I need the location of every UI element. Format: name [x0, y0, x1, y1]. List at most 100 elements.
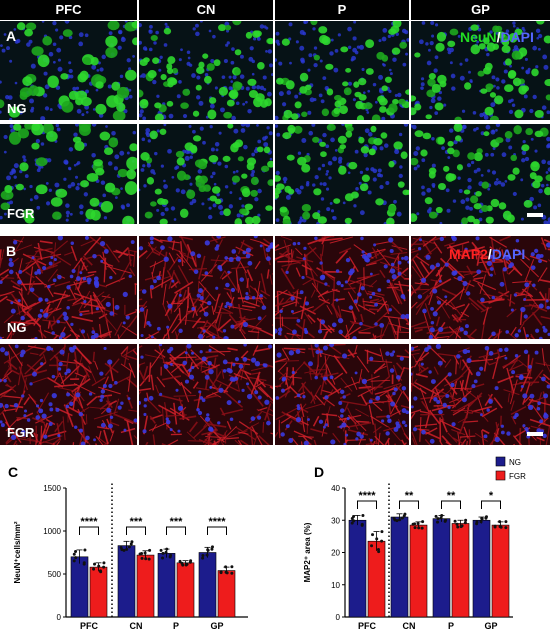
data-point [360, 522, 364, 526]
row-label-ng-a: NG [7, 101, 27, 116]
y-tick-label: 0 [336, 613, 341, 622]
map2-micrograph [411, 344, 550, 445]
significance-bracket [399, 500, 419, 509]
data-point [143, 551, 147, 555]
row-label-ng-b: NG [7, 320, 27, 335]
scale-bar-b [527, 432, 543, 436]
bar-fgr-gp [491, 524, 510, 618]
data-point [400, 516, 404, 520]
data-point [72, 559, 76, 563]
data-point [210, 547, 214, 551]
map2-micrograph [139, 236, 273, 339]
bar-fgr-gp [217, 570, 236, 618]
data-point [421, 520, 425, 524]
significance-bracket [126, 526, 146, 535]
data-point [444, 518, 448, 522]
legend-label: FGR [509, 472, 526, 481]
dapi-label: DAPI [491, 246, 526, 262]
data-point [413, 526, 417, 530]
bar-fgr-cn [136, 554, 155, 618]
significance-stars: *** [130, 516, 144, 528]
data-point [493, 524, 497, 528]
scale-bar-a [527, 213, 543, 217]
bar-ng-p [157, 553, 176, 618]
bar-ng-pfc [70, 556, 89, 618]
data-point [201, 556, 205, 560]
row-label-fgr-b: FGR [7, 425, 35, 440]
data-point [178, 559, 182, 563]
data-point [125, 547, 129, 551]
row-label-fgr-a: FGR [7, 206, 35, 221]
data-point [352, 514, 356, 518]
significance-bracket [441, 500, 461, 509]
data-point [402, 514, 406, 518]
data-point [230, 565, 234, 569]
significance-stars: **** [208, 516, 226, 528]
column-header-cn: CN [139, 0, 273, 20]
data-point [440, 513, 444, 517]
legend-separator: / [496, 29, 501, 45]
neun-micrograph [411, 21, 550, 120]
data-point [201, 554, 205, 558]
bar-fgr-pfc [89, 566, 108, 618]
significance-bracket [481, 500, 501, 509]
data-point [181, 563, 185, 567]
data-point [436, 520, 440, 524]
data-point [464, 518, 468, 522]
data-point [459, 525, 463, 529]
data-point [140, 556, 144, 560]
bar-ng-pfc [348, 519, 367, 618]
column-header-p: P [275, 0, 409, 20]
bar-fgr-cn [409, 524, 428, 618]
data-point [184, 563, 188, 567]
y-tick-label: 20 [331, 549, 340, 558]
bar-fgr-p [176, 562, 195, 618]
data-point [188, 560, 192, 564]
map2-micrograph [411, 236, 550, 339]
bar-fgr-p [451, 523, 470, 618]
bar-fgr-pfc [367, 540, 386, 618]
data-point [83, 548, 87, 552]
x-tick-label: CN [403, 621, 416, 631]
data-point [169, 553, 173, 557]
neun-micrograph [0, 21, 137, 120]
neun-micrograph [411, 124, 550, 224]
data-point [375, 537, 379, 541]
data-point [380, 539, 384, 543]
neun-micrograph [275, 124, 409, 224]
legend-swatch [495, 456, 506, 467]
data-point [205, 553, 209, 557]
y-tick-label: 10 [331, 581, 340, 590]
data-point [480, 517, 484, 521]
significance-stars: *** [170, 516, 184, 528]
panel-a-legend: NeuN/DAPI [460, 29, 534, 45]
y-tick-label: 500 [48, 570, 62, 579]
data-point [225, 571, 229, 575]
dapi-label: DAPI [500, 29, 534, 45]
bar-ng-gp [472, 519, 491, 618]
data-point [230, 571, 234, 575]
data-point [380, 530, 384, 534]
data-point [72, 552, 76, 556]
data-point [417, 526, 421, 530]
data-point [455, 522, 459, 526]
y-axis-label: NeuN⁺cells/mm² [13, 521, 22, 583]
data-point [350, 521, 354, 525]
data-point [164, 550, 168, 554]
x-tick-label: CN [130, 621, 143, 631]
data-point [130, 540, 134, 544]
data-point [92, 567, 96, 571]
data-point [138, 552, 142, 556]
data-point [456, 525, 460, 529]
map2-micrograph [0, 236, 137, 339]
x-tick-label: PFC [80, 621, 99, 631]
significance-stars: * [489, 490, 494, 502]
panel-c-letter: C [8, 464, 18, 480]
bar-ng-cn [117, 545, 136, 618]
data-point [148, 548, 152, 552]
data-point [376, 548, 380, 552]
significance-bracket [166, 526, 186, 535]
map2-micrograph [0, 344, 137, 445]
panel-d-letter: D [314, 464, 324, 480]
data-point [479, 520, 483, 524]
